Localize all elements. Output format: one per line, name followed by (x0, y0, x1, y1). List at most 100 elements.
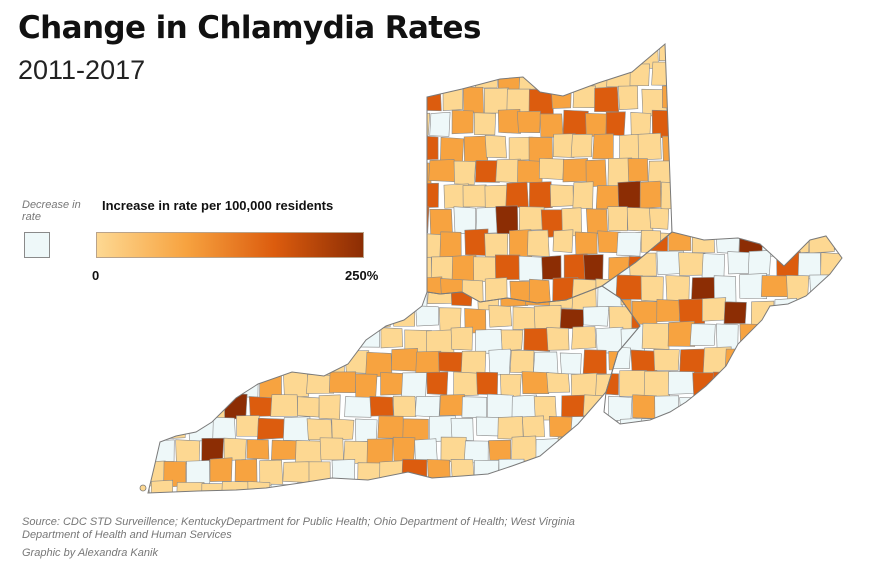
county-tile (509, 484, 533, 493)
county-tile (619, 370, 647, 397)
county-tile (148, 351, 152, 375)
county-tile (761, 371, 784, 398)
county-tile (606, 62, 634, 88)
county-tile (762, 324, 789, 349)
county-tile (776, 249, 802, 278)
county-tile (148, 481, 151, 493)
county-tile (583, 254, 604, 282)
county-tile (533, 304, 562, 330)
county-tile (678, 298, 706, 325)
county-tile (342, 307, 371, 331)
county-tile (761, 275, 789, 297)
county-tile (473, 459, 500, 482)
county-tile (355, 286, 378, 310)
county-tile (571, 326, 597, 350)
county-tile (533, 351, 559, 375)
county-tile (355, 373, 378, 400)
county-tile (539, 113, 564, 138)
county-tile (209, 457, 233, 482)
county-tile (148, 371, 166, 395)
county-tile (148, 415, 163, 442)
county-tile (597, 461, 623, 483)
county-tile (162, 328, 188, 353)
county-tile (645, 461, 671, 486)
county-tile (747, 250, 772, 276)
county-tile (201, 350, 225, 376)
county-tile (319, 437, 344, 461)
county-tile (460, 350, 487, 376)
county-tile (308, 286, 337, 308)
county-tile (516, 110, 541, 134)
county-tile (667, 371, 695, 395)
county-tile (522, 415, 545, 438)
county-tile (450, 326, 474, 351)
county-tile (150, 394, 173, 419)
county-tile (222, 350, 246, 373)
county-tile (283, 326, 312, 353)
county-tile (270, 394, 299, 417)
west-virginia-outline (601, 231, 843, 425)
county-tile (629, 63, 650, 87)
county-tile (809, 323, 837, 351)
county-layer (148, 44, 875, 493)
county-tile (639, 180, 662, 209)
county-tile (835, 322, 842, 347)
county-tile (352, 326, 381, 348)
county-tile (641, 418, 670, 424)
county-tile (546, 327, 570, 351)
county-tile (320, 306, 346, 329)
county-tile (649, 207, 670, 230)
county-tile (550, 85, 572, 109)
county-tile (473, 112, 497, 136)
county-tile (451, 254, 478, 284)
county-tile (148, 392, 151, 418)
county-tile (583, 479, 607, 493)
county-tile (823, 300, 842, 324)
county-tile (306, 418, 333, 441)
county-tile (429, 111, 451, 137)
county-tile (427, 256, 433, 280)
county-tile (366, 438, 394, 465)
county-tile (162, 286, 187, 311)
county-tile (282, 416, 311, 442)
county-tile (847, 250, 875, 274)
county-tile (552, 229, 574, 253)
legend-title: Increase in rate per 100,000 residents (102, 198, 334, 213)
county-tile (559, 308, 585, 329)
county-tile (632, 394, 659, 419)
county-tile (572, 44, 599, 64)
county-tile (392, 395, 417, 418)
county-tile (257, 417, 285, 440)
county-tile (627, 158, 649, 182)
county-tile (607, 395, 633, 422)
county-tile (545, 461, 569, 484)
county-tile (187, 286, 217, 306)
county-tile (319, 482, 344, 493)
county-tile (723, 301, 747, 324)
county-tile (672, 66, 693, 91)
county-tile (151, 439, 175, 463)
county-tile (786, 370, 815, 394)
county-tile (704, 395, 730, 422)
county-tile (809, 371, 836, 399)
county-tile (211, 286, 237, 310)
county-tile (318, 394, 341, 420)
county-tile (690, 419, 717, 424)
county-tile (617, 180, 641, 210)
county-tile (427, 44, 442, 66)
county-tile (679, 397, 707, 421)
county-tile (453, 160, 476, 186)
county-tile (187, 329, 213, 353)
county-tile (294, 304, 323, 331)
county-tile (808, 232, 836, 254)
county-tile (605, 111, 626, 137)
county-tile (367, 484, 395, 493)
county-tile (248, 396, 274, 417)
county-tile (211, 372, 236, 400)
county-tile (439, 231, 462, 259)
county-tile (671, 209, 672, 234)
county-tile (148, 286, 165, 304)
county-tile (574, 231, 598, 255)
county-tile (557, 436, 583, 463)
county-tile (148, 306, 151, 330)
